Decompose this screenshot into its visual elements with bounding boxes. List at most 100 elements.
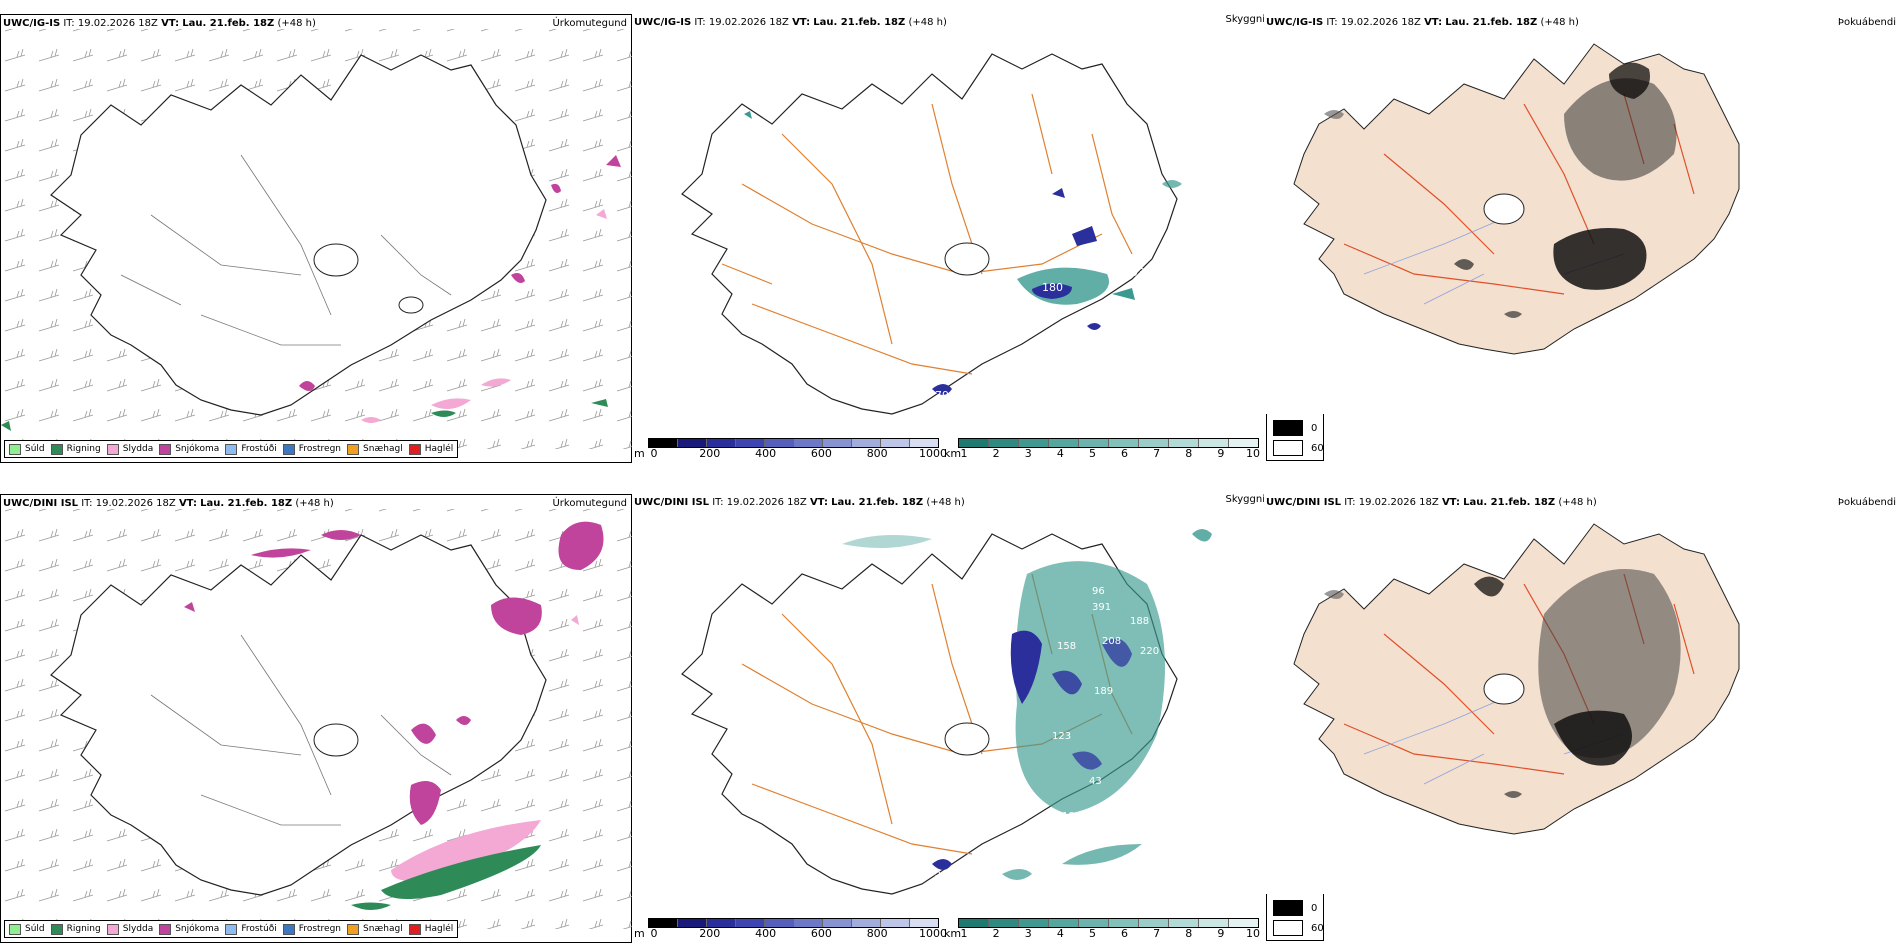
colorbar-bin <box>1199 439 1229 447</box>
colorbar-bin <box>852 919 881 927</box>
colorbar-bin <box>1019 919 1049 927</box>
fog-title: UWC/IG-IS IT: 19.02.2026 18Z VT: Lau. 21… <box>1266 17 1579 28</box>
colorbar-bin <box>678 439 707 447</box>
fog-legend-swatch <box>1273 900 1303 916</box>
visibility-title: UWC/IG-IS IT: 19.02.2026 18Z VT: Lau. 21… <box>634 17 947 28</box>
cloud-base-label: 96 <box>1092 586 1105 597</box>
fog-map <box>1293 43 1740 355</box>
colorbar-tick-label: 1 <box>960 927 968 940</box>
colorbar-tick-label: 9 <box>1217 447 1225 460</box>
cloud-base-label: 188 <box>1130 616 1149 627</box>
colorbar-unit: km <box>944 447 962 460</box>
cloud-base-colorbar: m 0 200 400 600 800 1000 <box>634 918 947 942</box>
colorbar-unit: km <box>944 927 962 940</box>
colorbar-bin <box>1109 919 1139 927</box>
colorbar-bin <box>959 439 989 447</box>
colorbar-tick-label: 7 <box>1153 447 1161 460</box>
fog-map <box>1293 523 1740 835</box>
colorbar-bin <box>707 919 736 927</box>
colorbar-tick-label: 8 <box>1185 447 1193 460</box>
fog-title: UWC/DINI ISL IT: 19.02.2026 18Z VT: Lau.… <box>1266 497 1597 508</box>
legend-swatch-sula <box>9 923 21 935</box>
cloud-base-label: 189 <box>1094 686 1113 697</box>
legend-swatch-slydda <box>106 923 119 935</box>
colorbar-strip <box>648 918 939 928</box>
visibility-map: 180 193 82 182 79 <box>681 53 1182 415</box>
cloud-base-label: 208 <box>1102 636 1121 647</box>
colorbar-tick-label: 10 <box>1246 927 1260 940</box>
fog-legend-swatch <box>1273 420 1303 436</box>
colorbar-tick-label: 2 <box>992 927 1000 940</box>
fog-panel-row2: UWC/DINI ISL IT: 19.02.2026 18Z VT: Lau.… <box>1264 494 1900 894</box>
fog-label: Þokuábendi <box>1837 17 1896 28</box>
colorbar-tick-label: 6 <box>1121 447 1129 460</box>
cloud-base-colorbar: m 0 200 400 600 800 1000 <box>634 438 947 462</box>
visibility-colorbar: km 1 2 3 4 5 6 7 8 9 10 <box>944 438 1260 462</box>
colorbar-bin <box>1049 919 1079 927</box>
fog-index-legend: 0 60 <box>1266 413 1324 461</box>
colorbar-bin <box>989 439 1019 447</box>
colorbar-bin <box>881 439 910 447</box>
legend-swatch-frostudi <box>225 923 238 935</box>
cloud-base-label: 79 <box>935 389 949 402</box>
visibility-map: 82 96 391 188 208 220 158 123 189 43 181… <box>681 529 1215 895</box>
visibility-panel-row2: 82 96 391 188 208 220 158 123 189 43 181… <box>632 494 1265 943</box>
cloud-base-label: 182 <box>1084 337 1105 350</box>
colorbar-tick-label: 6 <box>1121 927 1129 940</box>
colorbar-tick-label: 600 <box>810 447 832 460</box>
colorbar-bin <box>1199 919 1229 927</box>
cloud-base-label: 123 <box>1052 731 1071 742</box>
colorbar-tick-label: 200 <box>699 927 721 940</box>
colorbar-tick-label: 8 <box>1185 927 1193 940</box>
cloud-base-label: 82 <box>1150 274 1164 287</box>
colorbar-bin <box>959 919 989 927</box>
cloud-base-label: 181 <box>1062 811 1081 822</box>
precip-panel-row2: UWC/DINI ISL IT: 19.02.2026 18Z VT: Lau.… <box>0 494 633 943</box>
colorbar-tick-label: 2 <box>992 447 1000 460</box>
colorbar-tick-label: 3 <box>1024 447 1032 460</box>
cloud-base-label: 180 <box>1042 281 1063 294</box>
colorbar-bin <box>1139 919 1169 927</box>
legend-swatch-slydda <box>106 443 119 455</box>
colorbar-tick-label: 1 <box>960 447 968 460</box>
colorbar-bin <box>1109 439 1139 447</box>
colorbar-tick-label: 1000 <box>919 927 947 940</box>
precip-map <box>1 29 633 449</box>
cloud-base-label: 82 <box>1202 551 1215 562</box>
colorbar-strip <box>648 438 939 448</box>
colorbar-tick-label: 0 <box>650 927 658 940</box>
legend-swatch-frostregn <box>282 443 295 455</box>
colorbar-tick-label: 0 <box>650 447 658 460</box>
colorbar-bin <box>1229 919 1258 927</box>
precip-type-label: Úrkomutegund <box>552 498 627 509</box>
colorbar-bin <box>707 439 736 447</box>
cloud-base-label: 43 <box>1089 776 1102 787</box>
colorbar-bin <box>678 919 707 927</box>
colorbar-bin <box>1169 919 1199 927</box>
legend-swatch-snaehagl <box>347 923 360 935</box>
colorbar-bin <box>736 439 765 447</box>
colorbar-tick-label: 200 <box>699 447 721 460</box>
colorbar-bin <box>852 439 881 447</box>
colorbar-unit: m <box>634 927 645 940</box>
cloud-base-label: 158 <box>1057 641 1076 652</box>
colorbar-bin <box>881 919 910 927</box>
colorbar-bin <box>736 919 765 927</box>
colorbar-tick-label: 600 <box>810 927 832 940</box>
colorbar-bin <box>823 439 852 447</box>
colorbar-strip <box>958 438 1259 448</box>
colorbar-tick-label: 800 <box>866 447 888 460</box>
colorbar-bin <box>1079 919 1109 927</box>
colorbar-bin <box>910 919 938 927</box>
colorbar-bin <box>794 439 823 447</box>
cloud-base-label: 105 <box>922 868 941 879</box>
colorbar-tick-label: 400 <box>755 447 777 460</box>
fog-legend-swatch <box>1273 920 1303 936</box>
colorbar-tick-label: 400 <box>755 927 777 940</box>
visibility-title: UWC/DINI ISL IT: 19.02.2026 18Z VT: Lau.… <box>634 497 965 508</box>
cloud-base-label: 391 <box>1092 602 1111 613</box>
colorbar-strip <box>958 918 1259 928</box>
colorbar-tick-label: 3 <box>1024 927 1032 940</box>
visibility-label: Skyggni <box>1225 494 1265 505</box>
colorbar-tick-label: 7 <box>1153 927 1161 940</box>
